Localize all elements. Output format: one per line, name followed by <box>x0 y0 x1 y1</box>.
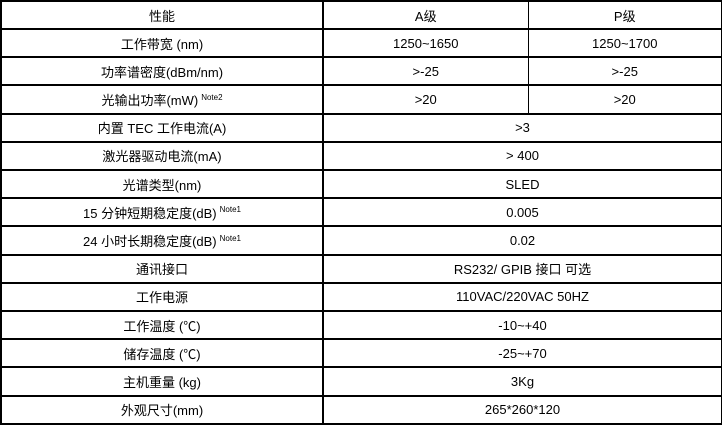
spec-value-p: >20 <box>528 85 722 115</box>
spec-label: 主机重量 (kg) <box>1 367 324 397</box>
spec-value: -10~+40 <box>323 311 722 341</box>
spec-label: 外观尺寸(mm) <box>1 395 324 426</box>
spec-label-text: 工作电源 <box>135 290 188 306</box>
spec-value: RS232/ GPIB 接口 可选 <box>323 254 722 284</box>
spec-row-weight: 主机重量 (kg) 3Kg <box>1 367 722 397</box>
spec-label-text: 内置 TEC 工作电流(A) <box>97 121 227 137</box>
col-header-grade-p: P级 <box>528 1 722 30</box>
spec-row-dimensions: 外观尺寸(mm) 265*260*120 <box>1 395 722 426</box>
spec-row-output-power: 光输出功率(mW) Note2 >20 >20 <box>1 85 722 115</box>
note-ref: Note1 <box>219 205 241 215</box>
spec-label: 光输出功率(mW) Note2 <box>1 85 324 115</box>
note-ref: Note2 <box>201 92 223 102</box>
spec-label-text: 24 小时长期稳定度(dB) <box>83 234 217 250</box>
spec-label: 储存温度 (℃) <box>1 339 324 369</box>
spec-label-text: 工作温度 (℃) <box>123 318 201 334</box>
spec-row-bandwidth: 工作带宽 (nm) 1250~1650 1250~1700 <box>1 29 722 59</box>
spec-value: >3 <box>323 113 722 143</box>
spec-label-text: 储存温度 (℃) <box>123 346 201 362</box>
spec-label: 内置 TEC 工作电流(A) <box>1 113 324 143</box>
spec-value: 0.02 <box>323 226 722 256</box>
header-row: 性能 A级 P级 <box>1 1 722 30</box>
spec-value-a: >20 <box>323 85 529 115</box>
note-ref: Note1 <box>219 233 241 243</box>
spec-label: 工作电源 <box>1 282 324 313</box>
col-header-performance: 性能 <box>1 1 324 30</box>
spec-row-tec-current: 内置 TEC 工作电流(A) >3 <box>1 113 722 143</box>
spec-value: 3Kg <box>323 367 722 397</box>
spec-row-drive-current: 激光器驱动电流(mA) > 400 <box>1 141 722 172</box>
spec-row-storage-temp: 储存温度 (℃) -25~+70 <box>1 339 722 369</box>
spec-row-short-term-stability: 15 分钟短期稳定度(dB) Note1 0.005 <box>1 198 722 228</box>
spec-row-spectrum-type: 光谱类型(nm) SLED <box>1 170 722 200</box>
spec-label-text: 工作带宽 (nm) <box>120 36 204 52</box>
spec-label: 工作带宽 (nm) <box>1 29 324 59</box>
spec-label-text: 15 分钟短期稳定度(dB) <box>83 205 217 221</box>
spec-value: -25~+70 <box>323 339 722 369</box>
spec-row-long-term-stability: 24 小时长期稳定度(dB) Note1 0.02 <box>1 226 722 256</box>
spec-value: SLED <box>323 170 722 200</box>
spec-label: 15 分钟短期稳定度(dB) Note1 <box>1 198 324 228</box>
col-header-grade-a: A级 <box>323 1 529 30</box>
spec-label: 工作温度 (℃) <box>1 311 324 341</box>
spec-label: 24 小时长期稳定度(dB) Note1 <box>1 226 324 256</box>
spec-row-comm-interface: 通讯接口 RS232/ GPIB 接口 可选 <box>1 254 722 284</box>
spec-label: 激光器驱动电流(mA) <box>1 141 324 172</box>
spec-value: 265*260*120 <box>323 395 722 426</box>
spec-value-p: 1250~1700 <box>528 29 722 59</box>
spec-value-p: >-25 <box>528 57 722 87</box>
spec-value-a: >-25 <box>323 57 529 87</box>
spec-value: 0.005 <box>323 198 722 228</box>
spec-value: > 400 <box>323 141 722 172</box>
spec-label: 光谱类型(nm) <box>1 170 324 200</box>
spec-label-text: 激光器驱动电流(mA) <box>102 149 222 165</box>
spec-row-power-supply: 工作电源 110VAC/220VAC 50HZ <box>1 282 722 313</box>
spec-value: 110VAC/220VAC 50HZ <box>323 282 722 313</box>
spec-label-text: 功率谱密度(dBm/nm) <box>100 64 224 80</box>
spec-label: 通讯接口 <box>1 254 324 284</box>
spec-value-a: 1250~1650 <box>323 29 529 59</box>
spec-label-text: 外观尺寸(mm) <box>120 403 204 419</box>
spec-label-text: 主机重量 (kg) <box>122 375 201 391</box>
spec-row-operating-temp: 工作温度 (℃) -10~+40 <box>1 311 722 341</box>
spec-label-text: 光谱类型(nm) <box>122 177 202 193</box>
spec-label-text: 通讯接口 <box>135 262 188 278</box>
spec-row-power-density: 功率谱密度(dBm/nm) >-25 >-25 <box>1 57 722 87</box>
spec-label-text: 光输出功率(mW) <box>101 93 199 108</box>
spec-label: 功率谱密度(dBm/nm) <box>1 57 324 87</box>
